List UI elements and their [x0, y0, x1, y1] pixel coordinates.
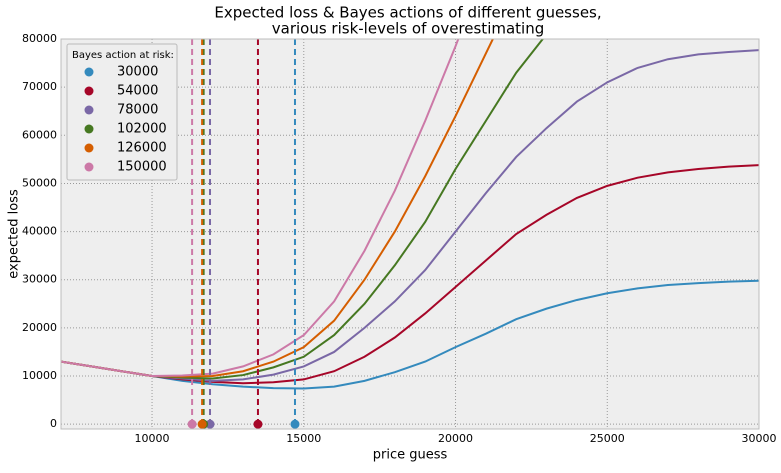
y-tick-label: 10000 — [22, 369, 57, 382]
legend-marker — [84, 143, 94, 153]
y-tick-label: 20000 — [22, 321, 57, 334]
chart-title: Expected loss & Bayes actions of differe… — [214, 4, 601, 22]
x-tick-label: 30000 — [742, 432, 777, 445]
loss-line — [61, 279, 759, 390]
loss-line — [61, 39, 460, 378]
legend-box — [66, 43, 178, 181]
y-tick-label: 30000 — [22, 273, 57, 286]
y-tick-label: 0 — [50, 417, 57, 430]
legend-label: 78000 — [117, 103, 158, 118]
legend-title: Bayes action at risk: — [72, 50, 174, 61]
y-tick-label: 80000 — [22, 32, 57, 45]
x-tick-label: 15000 — [286, 432, 321, 445]
bayes-action-point — [290, 419, 300, 429]
x-tick-label: 25000 — [590, 432, 625, 445]
legend-label: 150000 — [117, 160, 167, 175]
bayes-action-point — [187, 419, 197, 429]
plot-frame — [60, 38, 760, 430]
legend-marker — [84, 67, 94, 77]
legend-label: 102000 — [117, 122, 167, 137]
plot-layer — [61, 39, 759, 429]
bayes-action-point — [197, 419, 207, 429]
legend-label: 54000 — [117, 84, 158, 99]
legend-marker — [84, 124, 94, 134]
x-tick-label: 10000 — [135, 432, 170, 445]
legend-marker — [84, 162, 94, 172]
y-tick-label: 60000 — [22, 128, 57, 141]
x-axis-label: price guess — [373, 448, 448, 463]
bayes-action-point — [253, 419, 263, 429]
legend-label: 30000 — [117, 65, 158, 80]
chart-title: various risk-levels of overestimating — [272, 20, 545, 38]
y-axis-label: expected loss — [7, 189, 22, 279]
bayes-action-point — [205, 419, 215, 429]
x-tick-label: 20000 — [438, 432, 473, 445]
y-tick-label: 40000 — [22, 225, 57, 238]
legend-marker — [84, 86, 94, 96]
legend-marker — [84, 105, 94, 115]
y-tick-label: 50000 — [22, 176, 57, 189]
legend-label: 126000 — [117, 141, 167, 156]
y-tick-label: 70000 — [22, 80, 57, 93]
